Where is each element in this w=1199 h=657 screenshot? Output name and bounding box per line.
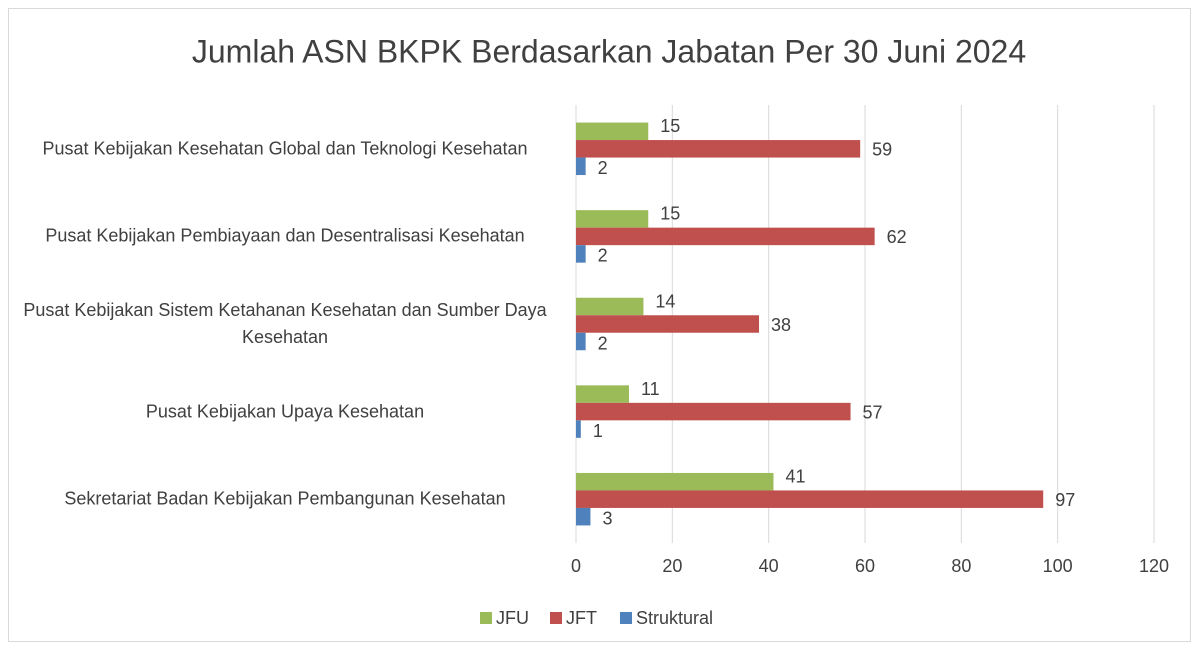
legend-swatch xyxy=(480,612,492,624)
bar xyxy=(576,420,581,438)
legend-swatch xyxy=(620,612,632,624)
y-tick-label: Pusat Kebijakan Upaya Kesehatan xyxy=(145,401,425,422)
x-tick-label: 120 xyxy=(1139,556,1169,576)
bar xyxy=(576,315,760,333)
bar xyxy=(576,122,649,141)
bar xyxy=(576,507,591,526)
data-label: 59 xyxy=(872,140,892,160)
bar xyxy=(576,210,649,228)
data-label: 14 xyxy=(655,291,675,311)
bar xyxy=(576,227,875,246)
data-label: 38 xyxy=(771,315,791,335)
data-label: 3 xyxy=(602,508,612,528)
bar xyxy=(576,297,644,316)
x-tick-label: 80 xyxy=(951,556,971,576)
bar xyxy=(576,157,586,176)
x-tick-label: 60 xyxy=(855,556,875,576)
x-tick-label: 40 xyxy=(759,556,779,576)
legend-label: JFU xyxy=(496,608,529,628)
bar xyxy=(576,245,586,263)
data-label: 11 xyxy=(641,379,660,399)
x-tick-label: 0 xyxy=(571,556,581,576)
legend-swatch xyxy=(550,612,562,624)
data-label: 15 xyxy=(660,116,680,136)
data-label: 41 xyxy=(785,466,805,486)
legend-label: JFT xyxy=(566,608,597,628)
data-label: 57 xyxy=(863,402,883,422)
bar xyxy=(576,472,774,491)
data-label: 62 xyxy=(887,227,907,247)
legend-label: Struktural xyxy=(636,608,713,628)
bar xyxy=(576,140,861,158)
bar xyxy=(576,332,586,351)
bar xyxy=(576,490,1044,508)
y-tick-label: Sekretariat Badan Kebijakan Pembangunan … xyxy=(64,488,506,509)
data-label: 2 xyxy=(598,158,608,178)
data-label: 2 xyxy=(598,246,608,266)
data-label: 2 xyxy=(598,333,608,353)
bar xyxy=(576,385,629,403)
bar xyxy=(576,402,851,421)
y-tick-label: Pusat Kebijakan Pembiayaan dan Desentral… xyxy=(45,225,525,246)
data-label: 97 xyxy=(1055,490,1075,510)
data-label: 15 xyxy=(660,204,680,224)
y-tick-label: Pusat Kebijakan Sistem Ketahanan Kesehat… xyxy=(23,300,547,347)
data-label: 1 xyxy=(593,421,603,441)
y-tick-label: Pusat Kebijakan Kesehatan Global dan Tek… xyxy=(42,138,528,159)
x-tick-label: 20 xyxy=(662,556,682,576)
x-tick-label: 100 xyxy=(1043,556,1073,576)
chart-title: Jumlah ASN BKPK Berdasarkan Jabatan Per … xyxy=(192,33,1026,69)
